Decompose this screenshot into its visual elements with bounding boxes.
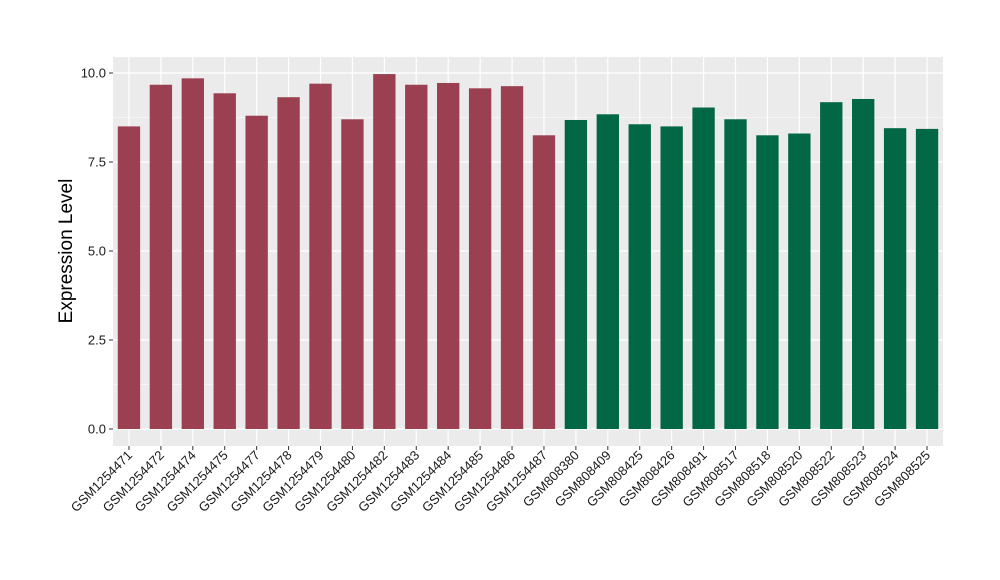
bar-GSM1254486 (500, 86, 524, 429)
bar-GSM1254484 (437, 82, 460, 429)
bar-GSM808380 (564, 119, 588, 429)
x-axis: GSM1254471GSM1254472GSM1254474GSM1254475… (68, 446, 933, 515)
bar-GSM808525 (915, 128, 939, 429)
bar-GSM808409 (596, 114, 619, 430)
bar-GSM1254475 (213, 93, 236, 430)
bar-GSM808426 (660, 126, 683, 430)
bar-GSM1254482 (373, 74, 396, 430)
bar-GSM808524 (883, 128, 907, 429)
bar-GSM808518 (756, 135, 779, 430)
bar-GSM1254480 (341, 119, 364, 429)
bar-GSM1254478 (277, 97, 300, 429)
bar-GSM808520 (788, 133, 811, 429)
y-axis-title: Expression Level (56, 179, 77, 324)
y-tick-label: 0.0 (88, 422, 106, 437)
bar-GSM1254483 (405, 84, 428, 430)
bar-GSM1254477 (245, 115, 268, 429)
bar-GSM808517 (724, 119, 747, 429)
bar-GSM1254472 (149, 84, 173, 430)
bar-GSM1254487 (532, 135, 556, 430)
bar-GSM808491 (692, 107, 715, 430)
y-axis: 0.0 2.5 5.0 7.5 10.0 (81, 66, 113, 437)
bar-GSM1254479 (309, 83, 332, 430)
bar-GSM1254485 (468, 88, 492, 430)
bar-GSM808523 (852, 98, 875, 429)
y-tick-label: 10.0 (81, 66, 106, 81)
y-tick-label: 2.5 (88, 333, 106, 348)
y-tick-label: 5.0 (88, 244, 106, 259)
bars (117, 74, 939, 430)
bar-GSM1254474 (181, 78, 204, 429)
bar-GSM1254471 (117, 126, 141, 430)
bar-GSM808522 (820, 102, 843, 429)
y-tick-label: 7.5 (88, 155, 106, 170)
bar-GSM808425 (628, 124, 651, 429)
